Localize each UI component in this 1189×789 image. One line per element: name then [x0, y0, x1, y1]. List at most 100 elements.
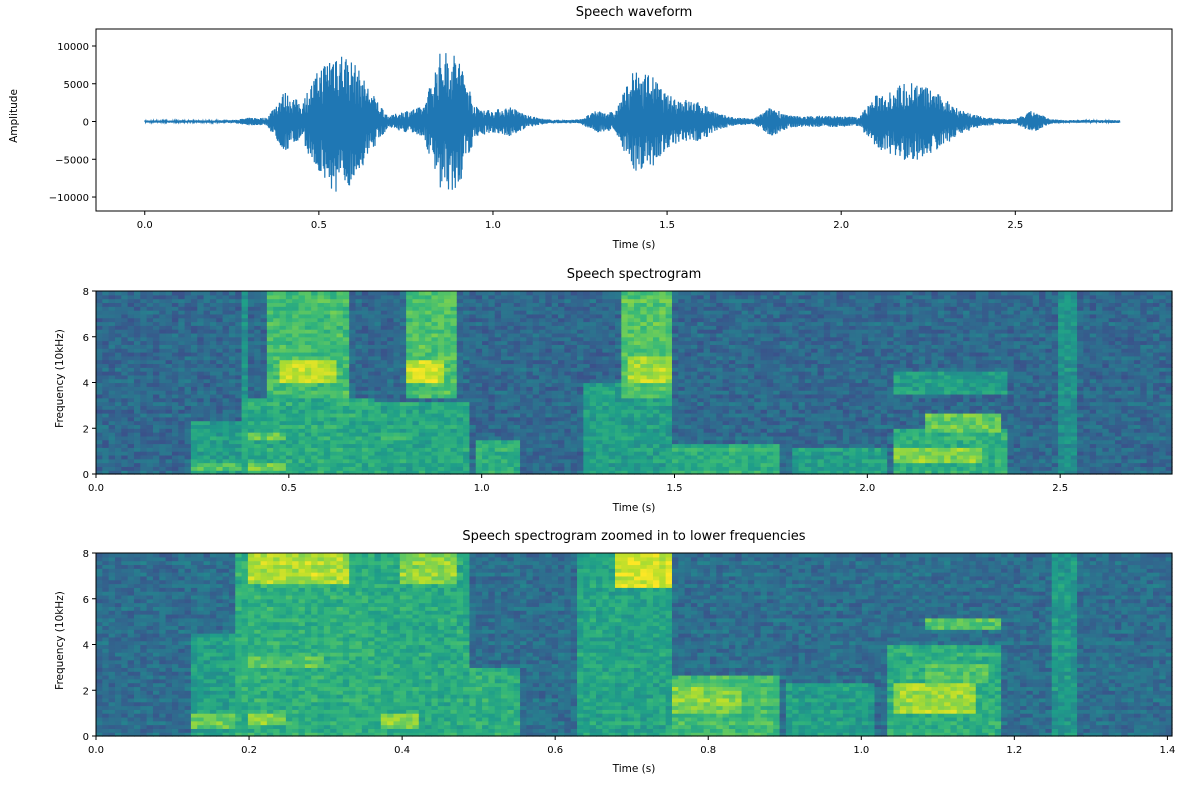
spectrogram-cell	[539, 325, 546, 330]
spectrogram-cell	[716, 336, 724, 342]
spectrogram-cell	[330, 420, 338, 426]
spectrogram-cell	[431, 374, 439, 380]
spectrogram-cell	[355, 340, 363, 345]
spectrogram-cell	[260, 409, 268, 414]
spectrogram-cell	[146, 413, 154, 418]
spectrogram-cell	[184, 393, 192, 399]
spectrogram-cell	[450, 451, 458, 456]
spectrogram-cell	[722, 313, 730, 319]
spectrogram-cell	[266, 317, 274, 323]
spectrogram-cell	[716, 306, 724, 311]
spectrogram-cell	[108, 382, 116, 387]
spectrogram-cell	[387, 378, 395, 384]
spectrogram-cell	[102, 336, 110, 342]
spectrogram-cell	[469, 359, 477, 365]
spectrogram-cell	[469, 393, 477, 399]
spectrogram-cell	[254, 306, 262, 311]
spectrogram-cell	[159, 397, 167, 403]
spectrogram-cell	[463, 393, 471, 399]
spectrogram-cell	[558, 359, 565, 365]
spectrogram-cell	[463, 424, 471, 429]
spectrogram-cell	[450, 355, 458, 361]
spectrogram-cell	[659, 321, 667, 326]
spectrogram-cell	[583, 367, 591, 372]
spectrogram-cell	[747, 439, 755, 445]
spectrogram-cell	[709, 409, 717, 414]
spectrogram-cell	[564, 310, 572, 315]
spectrogram-cell	[96, 435, 103, 441]
spectrogram-cell	[545, 310, 553, 315]
spectrogram-cell	[608, 321, 616, 326]
spectrogram-cell	[412, 378, 420, 384]
spectrogram-cell	[197, 432, 205, 437]
spectrogram-cell	[273, 416, 281, 422]
spectrogram-cell	[247, 363, 255, 368]
spectrogram-cell	[412, 390, 420, 395]
spectrogram-cell	[380, 401, 388, 406]
spectrogram-cell	[184, 401, 192, 406]
spectrogram-cell	[558, 344, 565, 349]
spectrogram-cell	[469, 378, 477, 384]
spectrogram-cell	[570, 435, 578, 441]
spectrogram-cell	[589, 386, 597, 391]
spectrogram-cell	[368, 378, 376, 384]
spectrogram-cell	[418, 439, 426, 445]
spectrogram-cell	[716, 298, 724, 304]
spectrogram-cell	[235, 390, 243, 395]
spectrogram-cell	[418, 413, 426, 418]
spectrogram-cell	[355, 470, 363, 475]
spectrogram-cell	[627, 401, 635, 406]
spectrogram-cell	[254, 458, 262, 464]
spectrogram-cell	[627, 374, 635, 380]
spectrogram-cell	[539, 439, 546, 445]
spectrogram-cell	[551, 428, 559, 433]
spectrogram-cell	[520, 405, 527, 410]
spectrogram-cell	[583, 432, 591, 437]
spectrogram-cell	[399, 321, 407, 326]
spectrogram-cell	[646, 409, 654, 414]
spectrogram-cell	[368, 443, 376, 448]
spectrogram-cell	[152, 435, 160, 441]
spectrogram-cell	[488, 321, 496, 326]
spectrogram-cell	[659, 424, 667, 429]
spectrogram-cell	[735, 325, 743, 330]
spectrogram-cell	[520, 348, 527, 353]
spectrogram-cell	[260, 424, 268, 429]
spectrogram-cell	[133, 409, 141, 414]
spectrogram-cell	[374, 397, 382, 403]
spectrogram-cell	[374, 352, 382, 357]
spectrogram-cell	[703, 390, 711, 395]
spectrogram-cell	[671, 405, 679, 410]
spectrogram-cell	[152, 439, 160, 445]
spectrogram-cell	[133, 348, 141, 353]
spectrogram-cell	[336, 317, 344, 323]
spectrogram-cell	[741, 416, 749, 422]
spectrogram-cell	[418, 428, 426, 433]
spectrogram-cell	[450, 367, 458, 372]
spectrogram-cell	[703, 439, 711, 445]
spectrogram-cell	[387, 325, 395, 330]
spectrogram-cell	[355, 306, 363, 311]
spectrogram-cell	[393, 390, 401, 395]
spectrogram-cell	[323, 470, 331, 475]
spectrogram-cell	[133, 352, 141, 357]
spectrogram-cell	[520, 352, 527, 357]
spectrogram-cell	[640, 291, 648, 296]
spectrogram-cell	[216, 294, 224, 300]
spectrogram-cell	[520, 355, 527, 361]
spectrogram-cell	[361, 310, 369, 315]
spectrogram-cell	[697, 390, 705, 395]
spectrogram-cell	[279, 416, 287, 422]
spectrogram-cell	[570, 371, 578, 376]
spectrogram-cell	[728, 363, 736, 368]
spectrogram-cell	[184, 340, 192, 345]
spectrogram-cell	[412, 306, 420, 311]
spectrogram-cell	[526, 462, 534, 467]
spectrogram-cell	[665, 416, 673, 422]
spectrogram-cell	[140, 329, 148, 334]
spectrogram-cell	[437, 336, 445, 342]
spectrogram-cell	[184, 432, 192, 437]
spectrogram-cell	[387, 294, 395, 300]
spectrogram-cell	[652, 382, 660, 387]
spectrogram-cell	[583, 397, 591, 403]
